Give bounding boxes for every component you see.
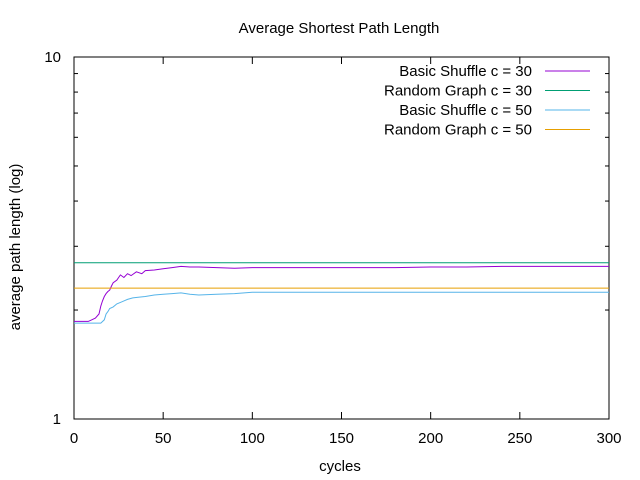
x-tick-label: 150 <box>329 430 354 447</box>
y-tick-label: 10 <box>44 49 61 66</box>
legend-label-3: Basic Shuffle c = 50 <box>399 102 532 119</box>
series-line-3 <box>74 291 609 324</box>
series-line-1 <box>74 265 609 322</box>
legend-label-4: Random Graph c = 50 <box>384 122 532 139</box>
x-tick-label: 100 <box>240 430 265 447</box>
x-tick-label: 250 <box>507 430 532 447</box>
x-tick-label: 200 <box>418 430 443 447</box>
legend-label-2: Random Graph c = 30 <box>384 83 532 100</box>
series-layer <box>74 262 609 324</box>
y-axis-label: average path length (log) <box>7 164 24 331</box>
legend: Basic Shuffle c = 30 Random Graph c = 30 B… <box>384 63 590 139</box>
chart-title: Average Shortest Path Length <box>239 20 440 37</box>
x-tick-label: 300 <box>596 430 621 447</box>
x-axis-label: cycles <box>319 458 361 475</box>
x-tick-label: 0 <box>70 430 78 447</box>
x-tick-label: 50 <box>155 430 172 447</box>
x-axis-ticks: 0 50 100 150 200 250 300 <box>70 57 622 447</box>
legend-label-1: Basic Shuffle c = 30 <box>399 63 532 80</box>
y-tick-label: 1 <box>53 411 61 428</box>
y-axis-ticks: 1 10 <box>44 49 609 428</box>
axes: 0 50 100 150 200 250 300 1 10 <box>44 49 621 447</box>
